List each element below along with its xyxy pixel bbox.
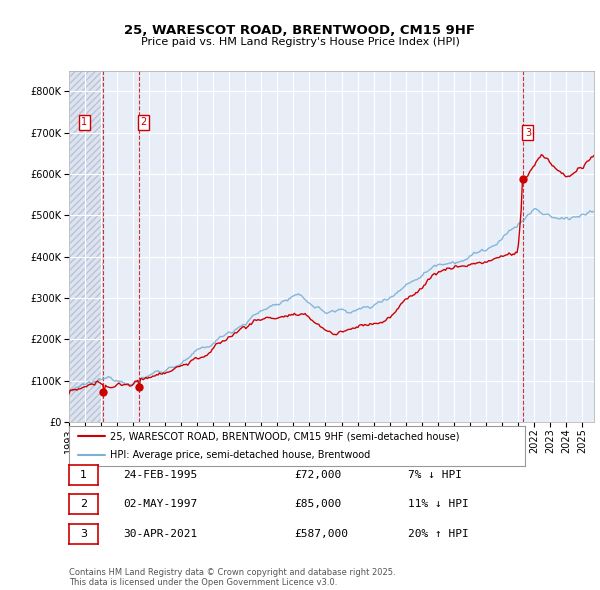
Text: 2: 2 [140,117,146,127]
Text: 3: 3 [80,529,87,539]
Text: £85,000: £85,000 [294,500,341,509]
Text: 11% ↓ HPI: 11% ↓ HPI [408,500,469,509]
Text: 2: 2 [80,500,87,509]
Text: Price paid vs. HM Land Registry's House Price Index (HPI): Price paid vs. HM Land Registry's House … [140,37,460,47]
Text: 20% ↑ HPI: 20% ↑ HPI [408,529,469,539]
Text: 7% ↓ HPI: 7% ↓ HPI [408,470,462,480]
Text: 1: 1 [81,117,87,127]
Text: 3: 3 [525,128,531,137]
Text: Contains HM Land Registry data © Crown copyright and database right 2025.
This d: Contains HM Land Registry data © Crown c… [69,568,395,587]
Text: 02-MAY-1997: 02-MAY-1997 [123,500,197,509]
Text: 25, WARESCOT ROAD, BRENTWOOD, CM15 9HF (semi-detached house): 25, WARESCOT ROAD, BRENTWOOD, CM15 9HF (… [110,431,460,441]
Text: 1: 1 [80,470,87,480]
Text: HPI: Average price, semi-detached house, Brentwood: HPI: Average price, semi-detached house,… [110,450,370,460]
Text: £587,000: £587,000 [294,529,348,539]
Text: £72,000: £72,000 [294,470,341,480]
Text: 24-FEB-1995: 24-FEB-1995 [123,470,197,480]
Text: 25, WARESCOT ROAD, BRENTWOOD, CM15 9HF: 25, WARESCOT ROAD, BRENTWOOD, CM15 9HF [125,24,476,37]
Text: 30-APR-2021: 30-APR-2021 [123,529,197,539]
